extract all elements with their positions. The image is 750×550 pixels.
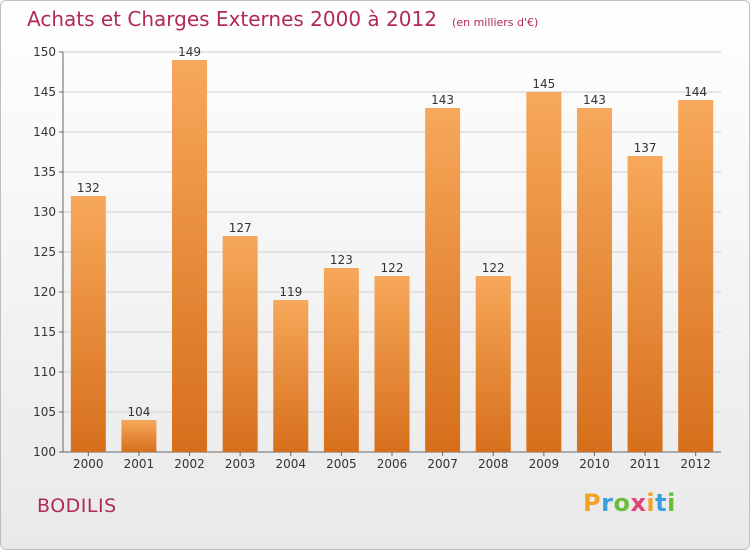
x-tick-label: 2005 — [326, 457, 357, 471]
bar — [273, 300, 309, 452]
data-label: 137 — [634, 141, 657, 155]
bar — [576, 108, 612, 452]
data-label: 149 — [178, 45, 201, 59]
data-label: 145 — [532, 77, 555, 91]
x-tick-label: 2001 — [124, 457, 155, 471]
bar — [526, 92, 562, 452]
x-tick-label: 2011 — [630, 457, 661, 471]
bar — [172, 60, 208, 452]
y-tick-label: 140 — [33, 125, 56, 139]
x-tick-label: 2004 — [275, 457, 306, 471]
bar — [475, 276, 511, 452]
bar — [222, 236, 258, 452]
x-tick-label: 2010 — [579, 457, 610, 471]
data-label: 119 — [279, 285, 302, 299]
data-label: 104 — [127, 405, 150, 419]
bar — [627, 156, 663, 452]
x-tick-label: 2000 — [73, 457, 104, 471]
bar — [70, 196, 106, 452]
x-tick-label: 2007 — [427, 457, 458, 471]
bar — [678, 100, 714, 452]
bar — [121, 420, 157, 452]
location-label: BODILIS — [37, 495, 117, 517]
x-tick-label: 2006 — [377, 457, 408, 471]
y-tick-label: 105 — [33, 405, 56, 419]
y-tick-label: 115 — [33, 325, 56, 339]
y-tick-label: 130 — [33, 205, 56, 219]
y-tick-label: 125 — [33, 245, 56, 259]
chart-subtitle: (en milliers d'€) — [452, 16, 539, 29]
x-tick-label: 2008 — [478, 457, 509, 471]
data-label: 127 — [229, 221, 252, 235]
brand-logo: Proxiti — [583, 489, 676, 517]
y-tick-label: 145 — [33, 85, 56, 99]
x-tick-label: 2003 — [225, 457, 256, 471]
data-label: 122 — [381, 261, 404, 275]
bar — [374, 276, 410, 452]
y-tick-label: 120 — [33, 285, 56, 299]
x-tick-label: 2009 — [529, 457, 560, 471]
data-label: 144 — [684, 85, 707, 99]
x-tick-label: 2012 — [680, 457, 711, 471]
data-label: 122 — [482, 261, 505, 275]
bar — [425, 108, 461, 452]
y-tick-label: 100 — [33, 445, 56, 459]
chart-title: Achats et Charges Externes 2000 à 2012 — [27, 7, 437, 31]
x-tick-label: 2002 — [174, 457, 205, 471]
y-tick-label: 150 — [33, 45, 56, 59]
y-tick-label: 110 — [33, 365, 56, 379]
bar — [323, 268, 359, 452]
data-label: 143 — [431, 93, 454, 107]
y-tick-label: 135 — [33, 165, 56, 179]
data-label: 132 — [77, 181, 100, 195]
data-label: 123 — [330, 253, 353, 267]
title-row: Achats et Charges Externes 2000 à 2012 (… — [27, 7, 538, 31]
data-label: 143 — [583, 93, 606, 107]
